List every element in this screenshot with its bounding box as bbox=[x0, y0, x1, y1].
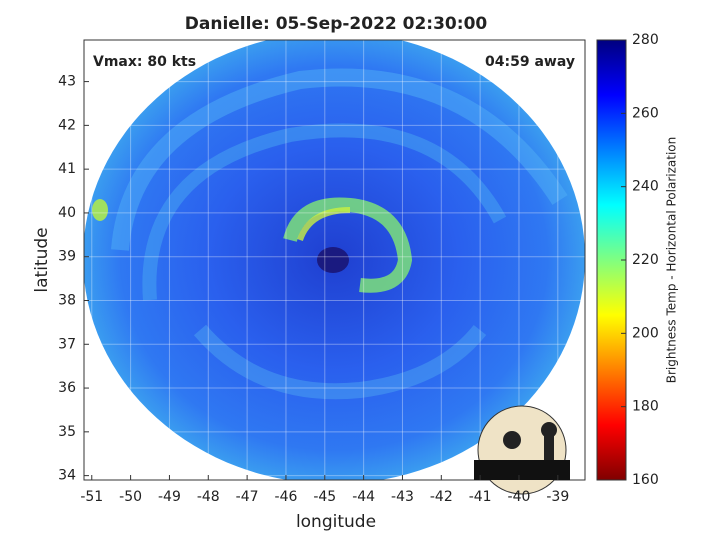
colorbar-label: Brightness Temp - Horizontal Polarizatio… bbox=[665, 137, 679, 384]
y-tick-label: 39 bbox=[58, 249, 76, 265]
colorbar-tick-label: 240 bbox=[632, 179, 659, 195]
x-tick-label: -45 bbox=[313, 489, 336, 505]
colorbar-tick-label: 280 bbox=[632, 32, 659, 48]
colorbar-tick-label: 200 bbox=[632, 325, 659, 341]
y-tick-label: 41 bbox=[58, 161, 76, 177]
image bbox=[84, 40, 585, 480]
x-axis-label: longitude bbox=[296, 512, 376, 532]
logo bbox=[474, 405, 570, 495]
y-tick-label: 36 bbox=[58, 380, 76, 396]
y-tick-label: 40 bbox=[58, 205, 76, 221]
x-tick-label: -44 bbox=[352, 489, 375, 505]
y-axis-label: latitude bbox=[32, 227, 52, 292]
y-tick-label: 42 bbox=[58, 117, 76, 133]
x-tick-label: -42 bbox=[430, 489, 453, 505]
y-tick-label: 34 bbox=[58, 468, 76, 484]
colorbar-tick-label: 220 bbox=[632, 252, 659, 268]
y-tick-label: 35 bbox=[58, 424, 76, 440]
annotation: 04:59 away bbox=[485, 54, 575, 70]
y-tick-label: 37 bbox=[58, 336, 76, 352]
y-tick-label: 43 bbox=[58, 74, 76, 90]
y-tick-label: 38 bbox=[58, 292, 76, 308]
x-tick-label: -43 bbox=[391, 489, 414, 505]
x-tick-label: -49 bbox=[158, 489, 181, 505]
x-tick-label: -51 bbox=[80, 489, 103, 505]
colorbar-tick-label: 180 bbox=[632, 399, 659, 415]
colorbar-tick-label: 260 bbox=[632, 105, 659, 121]
x-tick-label: -40 bbox=[508, 489, 531, 505]
chart-title: Danielle: 05-Sep-2022 02:30:00 bbox=[185, 14, 488, 34]
x-tick-label: -46 bbox=[275, 489, 298, 505]
x-tick-label: -48 bbox=[197, 489, 220, 505]
colorbar-tick-label: 160 bbox=[632, 472, 659, 488]
plot-frame bbox=[83, 39, 586, 481]
x-tick-label: -50 bbox=[119, 489, 142, 505]
x-tick-label: -39 bbox=[546, 489, 569, 505]
x-tick-label: -47 bbox=[236, 489, 259, 505]
annotation: Vmax: 80 kts bbox=[93, 54, 196, 70]
x-tick-label: -41 bbox=[469, 489, 492, 505]
